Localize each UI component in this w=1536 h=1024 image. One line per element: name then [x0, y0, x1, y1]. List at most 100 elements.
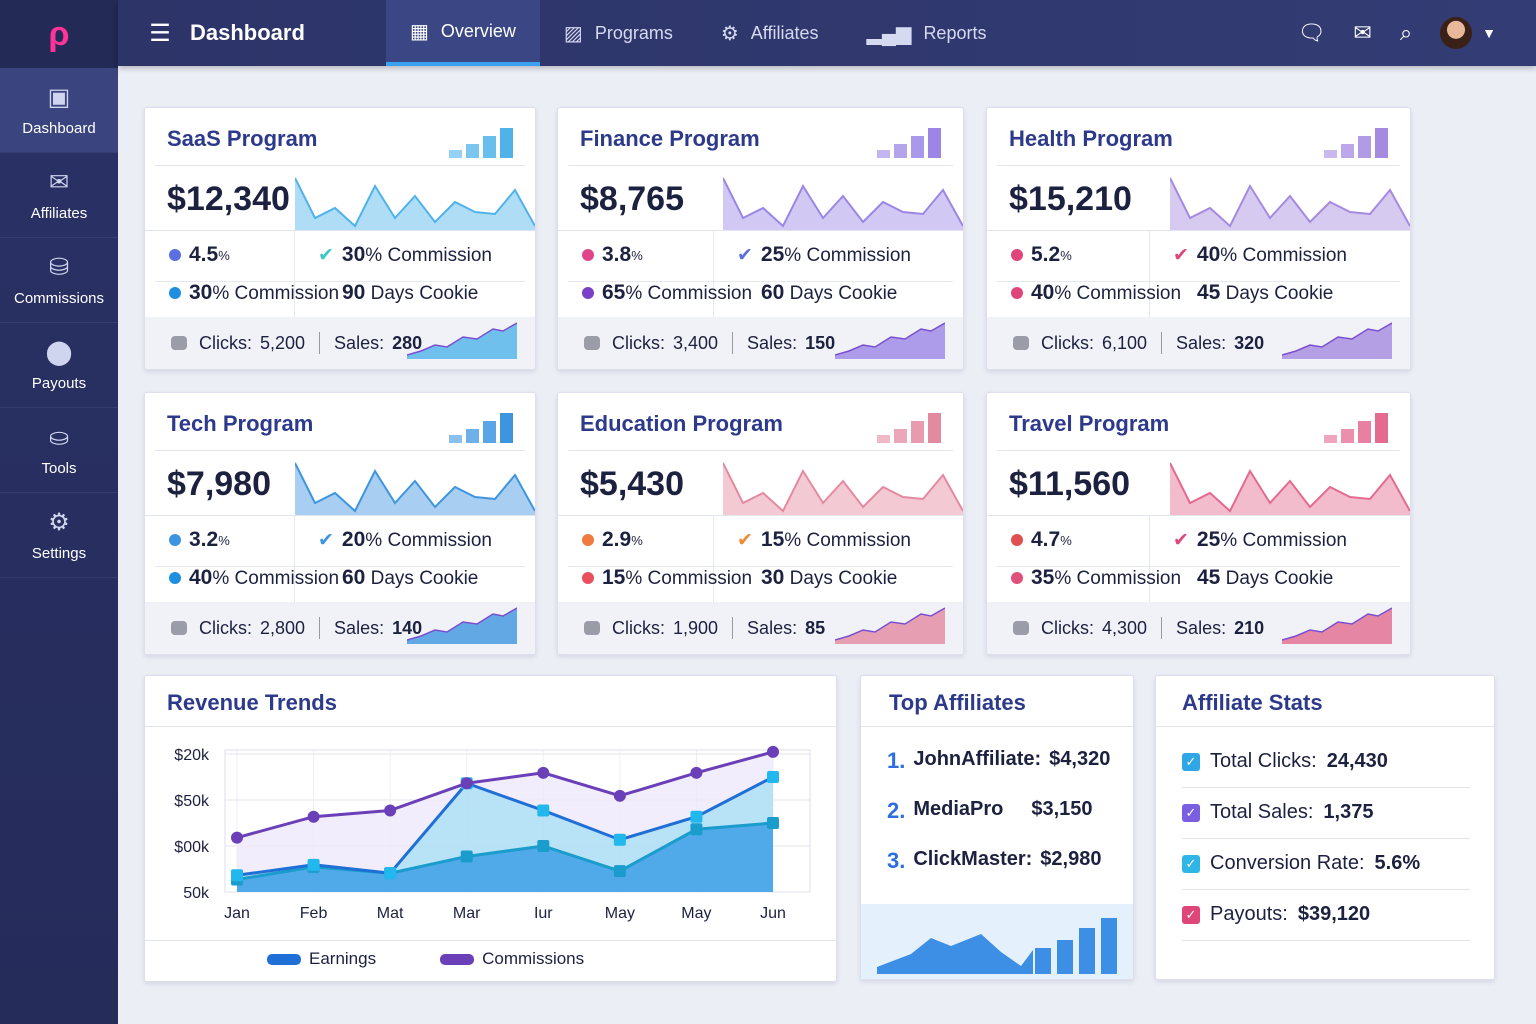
top-affiliate-item[interactable]: 3. ClickMaster: $2,980: [887, 848, 1101, 874]
cookie-label: Days Cookie: [789, 283, 898, 304]
top-affiliate-item[interactable]: 2. MediaPro $3,150: [887, 798, 1093, 824]
data-point[interactable]: [767, 817, 779, 829]
tab-overview[interactable]: ▦ Overview: [386, 0, 540, 66]
rank: 3.: [887, 848, 906, 873]
commission-value: 30: [341, 243, 366, 266]
x-tick-label: Mar: [453, 905, 481, 922]
clicks-value: 2,800: [260, 617, 306, 638]
clicks-label: Clicks:: [199, 332, 252, 353]
data-point[interactable]: [690, 823, 703, 836]
affiliate-stats-title: Affiliate Stats: [1182, 690, 1323, 715]
sidebar-item-tools[interactable]: ⛀ Tools: [0, 408, 118, 493]
search-icon[interactable]: ⌕: [1399, 20, 1413, 45]
program-title: Health Program: [1009, 126, 1173, 151]
dot-icon: [582, 287, 594, 299]
hamburger-menu-icon[interactable]: ☰: [149, 19, 171, 47]
logo[interactable]: ρ: [0, 0, 118, 68]
x-tick-label: Jan: [224, 905, 250, 922]
database-icon: [171, 336, 187, 350]
sidebar-item-affiliates[interactable]: ✉ Affiliates: [0, 153, 118, 238]
commission-label: Commission: [647, 283, 753, 304]
mail-icon[interactable]: ✉: [1353, 20, 1372, 45]
data-point[interactable]: [613, 833, 626, 846]
program-amount: $5,430: [580, 465, 684, 503]
image-icon: ▣: [47, 84, 71, 111]
unit: %: [631, 532, 643, 548]
conversion-rate: 5.2: [1031, 243, 1061, 266]
commission-label: Commission: [1242, 245, 1347, 266]
data-point[interactable]: [690, 810, 703, 823]
program-card[interactable]: Finance Program $8,765 3.8% ✔ 25% Commiss…: [557, 107, 964, 370]
sidebar-item-payouts[interactable]: ⬤ Payouts: [0, 323, 118, 408]
data-point[interactable]: [767, 745, 779, 758]
unit: %: [1060, 532, 1072, 548]
program-card[interactable]: Education Program $5,430 2.9% ✔ 15% Commi…: [557, 392, 964, 655]
stat-value: 1,375: [1323, 801, 1374, 823]
cookie-label: Days Cookie: [1225, 283, 1334, 304]
database-icon: [584, 621, 600, 635]
commission-value: 20: [341, 528, 366, 551]
sales-value: 85: [805, 617, 826, 638]
data-point[interactable]: [537, 804, 550, 817]
sidebar: ρ ▣ Dashboard ✉ Affiliates ⛁ Commissions ⬤ Payo…: [0, 0, 118, 1024]
legend-label: Commissions: [482, 949, 585, 968]
data-point[interactable]: [460, 850, 473, 863]
data-point[interactable]: [384, 804, 397, 817]
stat-item: ✓ Payouts: $39,120: [1182, 903, 1470, 941]
data-point[interactable]: [613, 789, 626, 802]
notification-icon[interactable]: 🗨: [1297, 20, 1326, 45]
commission-value: 40: [1196, 243, 1221, 266]
program-sparkline: [295, 462, 535, 515]
program-title: Finance Program: [580, 126, 760, 151]
tab-affiliates[interactable]: ⚙ Affiliates: [697, 0, 843, 66]
tab-programs[interactable]: ▨ Programs: [540, 0, 697, 66]
data-point[interactable]: [613, 865, 626, 878]
dot-icon: [582, 572, 594, 584]
commission-value: 25: [1196, 528, 1221, 551]
bars-icon: [449, 413, 513, 443]
data-point[interactable]: [307, 858, 320, 871]
sidebar-item-commissions[interactable]: ⛁ Commissions: [0, 238, 118, 323]
mail-icon: ✉: [48, 169, 70, 196]
tab-reports[interactable]: ▂▄▆ Reports: [843, 0, 1011, 66]
data-point[interactable]: [231, 869, 243, 882]
sales-label: Sales:: [334, 332, 385, 353]
program-title: SaaS Program: [167, 126, 318, 151]
sidebar-item-label: Dashboard: [22, 120, 96, 137]
legend-label: Earnings: [309, 949, 377, 968]
gear-icon: ⚙: [720, 22, 739, 45]
revenue-trends-card: Revenue Trends 50k $00k $50k $20k Jan Feb Mat M…: [144, 675, 837, 982]
cookie-days: 45: [1197, 566, 1221, 589]
chevron-down-icon[interactable]: ▼: [1482, 25, 1496, 41]
data-point[interactable]: [231, 831, 243, 844]
program-card[interactable]: Travel Program $11,560 4.7% ✔ 25% Commiss…: [986, 392, 1411, 655]
data-point[interactable]: [767, 771, 779, 783]
mini-sparkline: [1282, 607, 1392, 644]
unit: %: [218, 247, 230, 263]
avatar[interactable]: [1440, 17, 1473, 49]
rank: 1.: [887, 748, 906, 773]
data-point[interactable]: [537, 766, 550, 779]
legend-item[interactable]: Earnings: [267, 949, 376, 969]
data-point[interactable]: [384, 867, 397, 880]
data-point[interactable]: [690, 766, 703, 779]
location-pin-icon: ⬤: [45, 339, 73, 366]
conversion-rate: 3.8: [602, 243, 632, 266]
commission-value: 65: [602, 281, 626, 304]
bars-icon: [1324, 413, 1388, 443]
program-card[interactable]: Health Program $15,210 5.2% ✔ 40% Commiss…: [986, 107, 1411, 370]
program-card[interactable]: SaaS Program $12,340 4.5% ✔ 30% Commissio…: [144, 107, 536, 370]
sidebar-item-settings[interactable]: ⚙ Settings: [0, 493, 118, 578]
top-affiliate-item[interactable]: 1. JohnAffiliate: $4,320: [887, 748, 1110, 774]
sidebar-item-dashboard[interactable]: ▣ Dashboard: [0, 68, 118, 153]
data-point[interactable]: [537, 840, 550, 852]
legend-item[interactable]: Commissions: [440, 949, 584, 969]
program-title: Education Program: [580, 411, 783, 436]
data-point[interactable]: [307, 810, 320, 823]
data-point[interactable]: [460, 777, 473, 790]
commission-value: 35: [1031, 566, 1055, 589]
clicks-label: Clicks:: [612, 617, 665, 638]
unit: %: [218, 532, 230, 548]
commission-value: 30: [189, 281, 213, 304]
program-card[interactable]: Tech Program $7,980 3.2% ✔ 20% Commission…: [144, 392, 536, 655]
